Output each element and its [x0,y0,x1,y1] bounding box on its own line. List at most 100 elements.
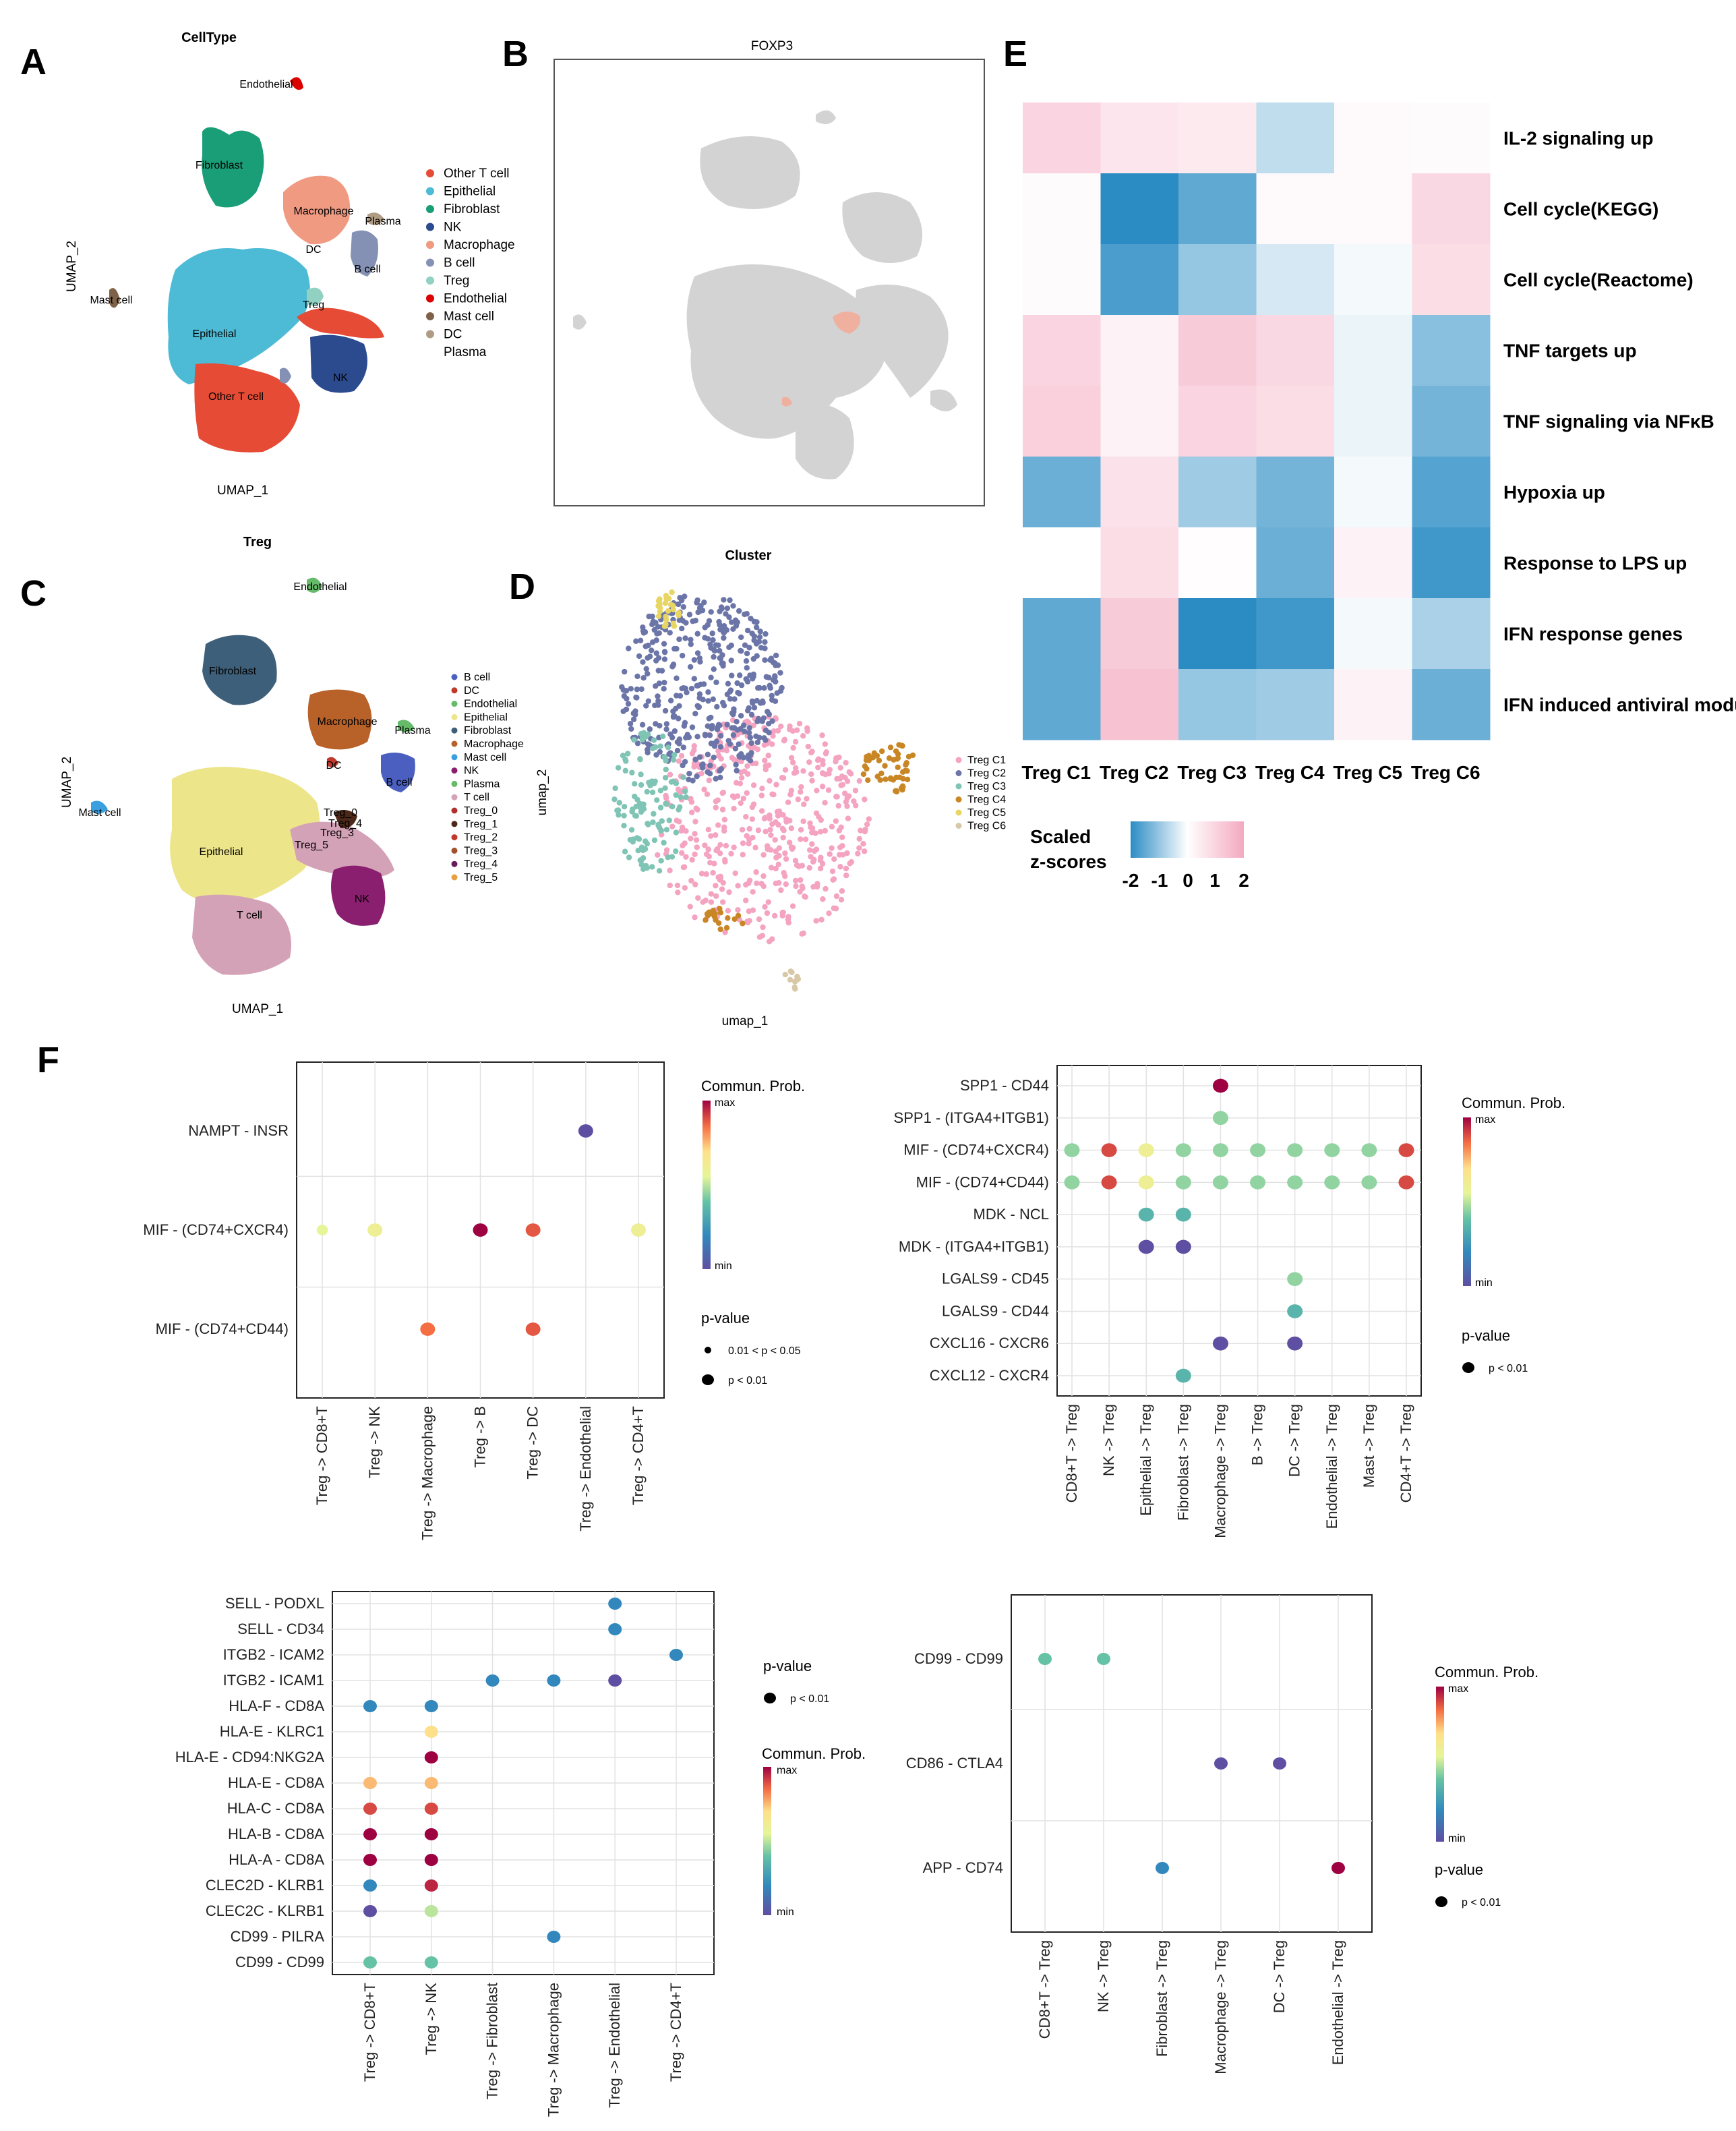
panel-d-point [716,753,722,759]
panel-d-point [882,763,888,769]
legend-p-small-dot [705,1347,711,1353]
dotplot-point [424,1751,438,1763]
c-label-endothelial: Endothelial [293,581,347,593]
panel-d-point [791,984,798,991]
panel-d-point [864,765,870,772]
heatmap-scale-tick: -1 [1151,870,1168,891]
dotplot-x-label: Treg -> NK [423,1983,440,2055]
panel-d-point [702,732,709,738]
panel-d-point [891,757,897,763]
panel-d-point [663,795,669,801]
panel-d-point [808,829,815,836]
panel-d-point [753,733,759,740]
panel-d-point [744,665,750,671]
panel-d-point [833,759,839,765]
dotplot-point [1101,1143,1117,1157]
panel-d-point [734,767,740,773]
panel-d-point [634,673,640,680]
panel-d-point [634,687,640,693]
label-endothelial: Endothelial [239,79,293,90]
dotplot-y-label: HLA-E - CD8A [228,1774,324,1791]
heatmap-legend-title: z-scores [1030,851,1107,872]
legend-prob-max: max [1448,1683,1468,1695]
panel-d-point [631,781,638,787]
panel-d-point [769,693,775,699]
dotplot-y-label: LGALS9 - CD44 [942,1302,1049,1319]
panel-d-point [656,868,663,874]
panel-d-point [878,770,885,777]
panel-d-point [693,805,699,811]
panel-d-point [899,742,905,749]
heatmap-legend-title: Scaled [1030,826,1091,847]
legend-prob-min: min [1448,1833,1466,1844]
panel-d-point [738,682,745,689]
panel-d-point [720,879,726,886]
panel-d-point [691,676,698,682]
panel-d-point [781,827,787,834]
heatmap-cell [1256,386,1335,457]
panel-d-point [669,854,676,860]
panel-d-point [810,883,816,890]
panel-d-point [647,726,653,732]
dotplot-point [1250,1175,1266,1190]
heatmap-cell [1412,244,1491,316]
panel-d-point [731,696,738,702]
panel-d-point [721,597,727,603]
panel-d-point [724,722,730,728]
panel-d-point [626,854,632,860]
panel-d-point [747,734,754,740]
panel-d-point [721,703,727,709]
panel-d-point [621,823,627,829]
panel-d-point [705,751,711,758]
panel-d-point [802,836,809,842]
panel-d-point [899,769,906,776]
panel-f4-dotplot: CD99 - CD99 CD86 - CTLA4 APP - CD74 CD8+T -… [906,1594,1538,2074]
panel-d-point [707,860,713,866]
panel-d-point [721,827,727,834]
panel-d-point [678,753,685,759]
dotplot-x-label: Treg -> CD8+T [361,1983,378,2082]
heatmap-cell [1023,315,1101,386]
panel-d-point [762,828,769,835]
panel-d-point [746,825,752,832]
panel-d-point [619,684,625,690]
panel-d-point [765,846,771,852]
panel-d-point [721,622,727,629]
legend-c-label: Treg_4 [464,858,498,870]
panel-d-point [673,829,680,836]
panel-d-point [793,883,799,889]
heatmap-cell [1178,386,1257,457]
label-macrophage: Macrophage [294,206,354,217]
panel-d-point [636,836,642,842]
panel-d-point [762,639,768,645]
panel-d-point [729,793,736,799]
dotplot-point [485,1674,500,1687]
panel-d-point [643,863,649,869]
panel-d-point [746,840,752,847]
heatmap-scale-tick: 1 [1209,870,1220,891]
panel-d-point [669,734,676,740]
panel-d-point [818,854,824,860]
dotplot-x-label: Endothelial -> Treg [1323,1404,1340,1529]
legend-prob-title: Commun. Prob. [762,1745,866,1762]
dotplot-point [420,1322,436,1336]
panel-d-point [752,844,758,851]
panel-d-point [725,738,731,744]
panel-d-point [765,899,771,905]
panel-d-point [690,778,696,784]
panel-d-point [679,850,685,856]
panel-d-point [661,686,667,692]
panel-d-point [688,685,695,692]
panel-d-point [639,736,646,743]
dotplot-point [1250,1143,1266,1157]
panel-d-point [818,817,824,823]
legend-c-label: Treg_3 [464,845,498,856]
panel-d-point [659,733,666,740]
panel-d-point [700,899,706,905]
panel-d-point [779,775,785,781]
dotplot-y-label: ITGB2 - ICAM1 [223,1672,324,1689]
panel-d-point [662,775,669,781]
legend-prob-min: min [777,1906,794,1918]
panel-d-point [650,819,656,825]
panel-d-point [612,785,618,792]
